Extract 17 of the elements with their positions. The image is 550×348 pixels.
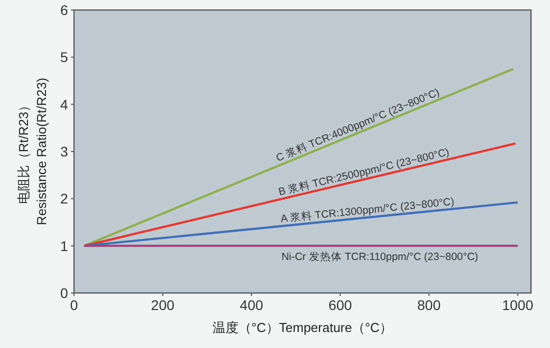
x-tick-label: 1000 — [502, 297, 534, 313]
x-tick-label: 200 — [151, 297, 175, 313]
y-tick-label: 3 — [60, 144, 68, 160]
y-tick-label: 1 — [60, 238, 68, 254]
x-tick-label: 400 — [240, 297, 264, 313]
y-tick-label: 4 — [60, 96, 68, 112]
series-label: Ni-Cr 发热体 TCR:110ppm/°C (23~800°C) — [281, 250, 478, 263]
y-tick-label: 5 — [60, 49, 68, 66]
y-tick-label: 6 — [60, 2, 68, 18]
text: A 浆料 TCR:1300ppm/°C (23~800°C) — [280, 194, 455, 226]
y-tick-label: 2 — [60, 190, 68, 207]
x-tick-label: 600 — [328, 297, 352, 313]
y-tick-label: 0 — [60, 285, 68, 301]
y-axis-title: 电阻比（Rt/R23） Resistance Ratio(Rt/R23) — [16, 78, 49, 226]
x-axis-title: 温度（°C）Temperature（°C） — [212, 320, 393, 335]
x-tick-label: 800 — [417, 297, 441, 313]
x-tick-label: 0 — [70, 297, 78, 313]
